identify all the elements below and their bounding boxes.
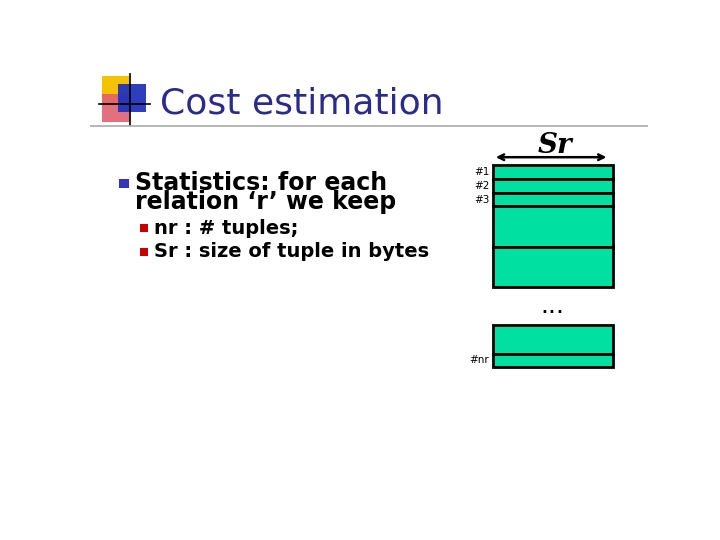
Text: #2: #2 (474, 181, 489, 191)
Text: #3: #3 (474, 194, 489, 205)
Bar (493, 206, 613, 247)
Bar (493, 165, 613, 179)
Text: Cost estimation: Cost estimation (160, 86, 444, 120)
Text: relation ‘r’ we keep: relation ‘r’ we keep (135, 190, 396, 214)
Bar (118, 84, 145, 112)
Bar (140, 248, 148, 256)
Text: #nr: #nr (469, 355, 489, 366)
Text: nr : # tuples;: nr : # tuples; (153, 219, 298, 238)
Bar (140, 224, 148, 232)
Text: Sr : size of tuple in bytes: Sr : size of tuple in bytes (153, 242, 428, 261)
Text: #1: #1 (474, 167, 489, 177)
Bar (493, 354, 613, 367)
Bar (493, 193, 613, 206)
Text: Statistics: for each: Statistics: for each (135, 171, 387, 195)
Bar (493, 247, 613, 287)
Bar (493, 325, 613, 354)
Text: Sr: Sr (538, 132, 572, 159)
Bar (120, 179, 129, 188)
Bar (102, 76, 130, 104)
Text: ...: ... (541, 294, 564, 318)
Bar (493, 179, 613, 193)
Bar (102, 94, 130, 122)
